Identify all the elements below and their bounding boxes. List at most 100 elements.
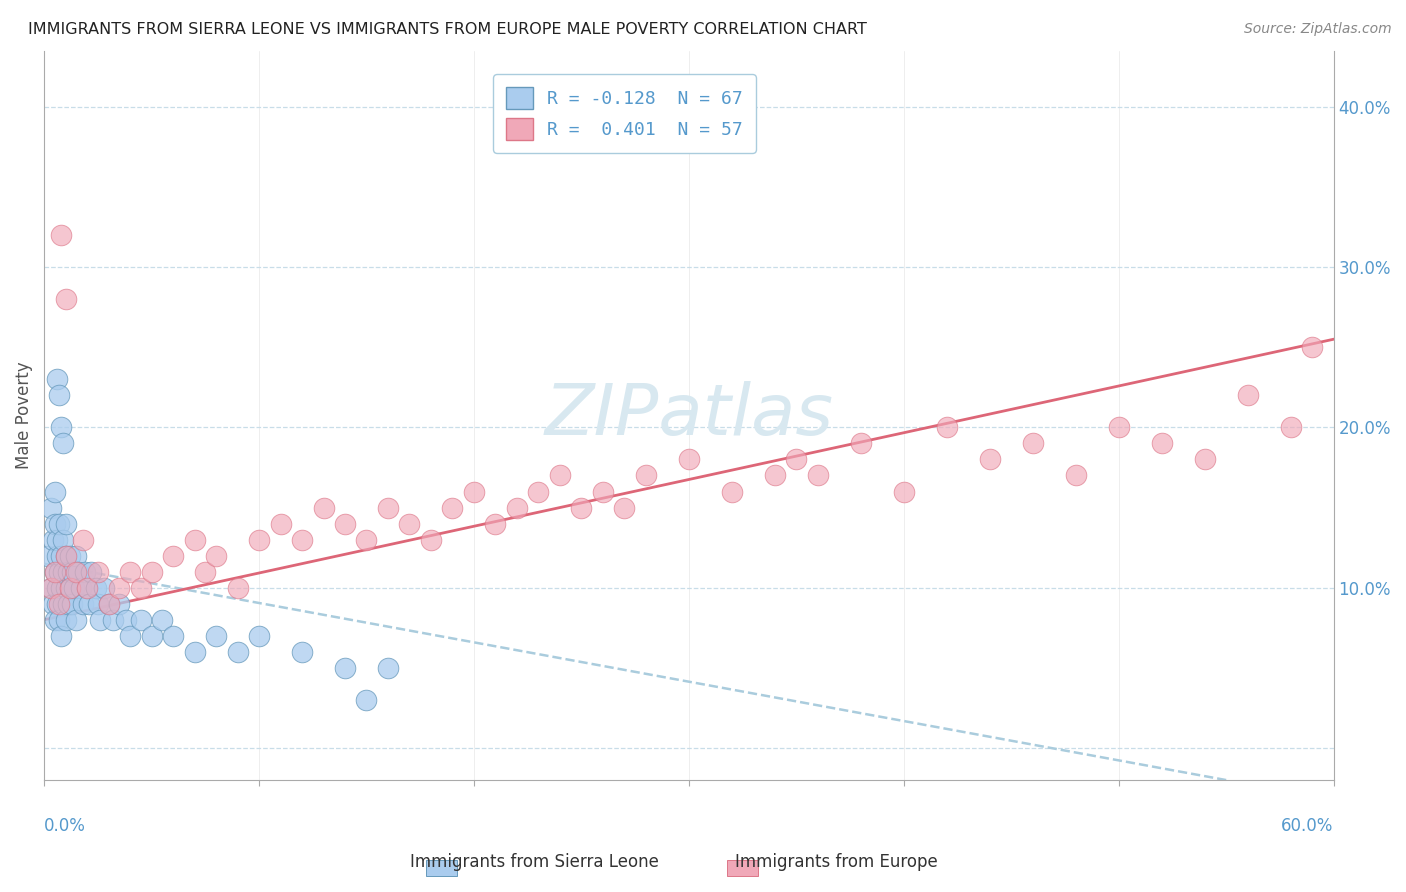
Point: [1108, 420, 1130, 434]
Point: [1022, 436, 1045, 450]
Point: [63, 581, 86, 595]
Point: [377, 500, 399, 515]
Point: [87, 565, 110, 579]
Point: [979, 452, 1001, 467]
Point: [55, 613, 77, 627]
Point: [205, 629, 228, 643]
Point: [108, 581, 131, 595]
Point: [84, 581, 107, 595]
Point: [44, 565, 66, 579]
Point: [548, 468, 571, 483]
Point: [65, 565, 87, 579]
Point: [333, 661, 356, 675]
Text: IMMIGRANTS FROM SIERRA LEONE VS IMMIGRANTS FROM EUROPE MALE POVERTY CORRELATION : IMMIGRANTS FROM SIERRA LEONE VS IMMIGRAN…: [28, 22, 868, 37]
Point: [356, 693, 378, 707]
Point: [162, 549, 184, 563]
Point: [226, 581, 249, 595]
Point: [65, 549, 87, 563]
Point: [67, 565, 90, 579]
Point: [39, 581, 62, 595]
Point: [484, 516, 506, 531]
Point: [46, 581, 69, 595]
Point: [46, 372, 69, 386]
Point: [312, 500, 335, 515]
Point: [183, 645, 205, 659]
Point: [55, 292, 77, 306]
Point: [51, 227, 73, 242]
Point: [162, 629, 184, 643]
Y-axis label: Male Poverty: Male Poverty: [15, 361, 32, 469]
Point: [72, 533, 94, 547]
Point: [935, 420, 957, 434]
Point: [150, 613, 173, 627]
Point: [55, 516, 77, 531]
Point: [226, 645, 249, 659]
Point: [807, 468, 830, 483]
Point: [97, 597, 120, 611]
Point: [80, 565, 103, 579]
Point: [785, 452, 807, 467]
Point: [56, 565, 79, 579]
Point: [194, 565, 217, 579]
Point: [48, 516, 70, 531]
Point: [1150, 436, 1173, 450]
Point: [59, 581, 82, 595]
Point: [270, 516, 292, 531]
Point: [356, 533, 378, 547]
Point: [60, 565, 83, 579]
Point: [1279, 420, 1302, 434]
Point: [77, 597, 100, 611]
Point: [51, 581, 73, 595]
Point: [247, 629, 270, 643]
Text: 0.0%: 0.0%: [44, 816, 86, 835]
Point: [59, 581, 82, 595]
Point: [69, 581, 91, 595]
Point: [46, 597, 69, 611]
Point: [89, 613, 111, 627]
Point: [1301, 340, 1323, 354]
Point: [205, 549, 228, 563]
Point: [48, 597, 70, 611]
Point: [51, 549, 73, 563]
Point: [76, 581, 98, 595]
Point: [506, 500, 529, 515]
Point: [1064, 468, 1087, 483]
Point: [52, 565, 75, 579]
Point: [1236, 388, 1258, 402]
Point: [463, 484, 485, 499]
Point: [44, 565, 66, 579]
Point: [55, 549, 77, 563]
Point: [48, 613, 70, 627]
Point: [52, 436, 75, 450]
Point: [51, 629, 73, 643]
Point: [65, 613, 87, 627]
Point: [48, 388, 70, 402]
Point: [634, 468, 657, 483]
Point: [120, 565, 142, 579]
Legend: R = -0.128  N = 67, R =  0.401  N = 57: R = -0.128 N = 67, R = 0.401 N = 57: [494, 74, 755, 153]
Point: [44, 613, 66, 627]
Point: [41, 597, 63, 611]
Point: [76, 581, 98, 595]
Text: Source: ZipAtlas.com: Source: ZipAtlas.com: [1244, 22, 1392, 37]
Point: [55, 581, 77, 595]
Point: [398, 516, 420, 531]
Point: [56, 597, 79, 611]
Point: [41, 533, 63, 547]
Point: [93, 581, 115, 595]
Point: [108, 597, 131, 611]
Point: [183, 533, 205, 547]
Point: [291, 645, 314, 659]
Point: [141, 565, 163, 579]
Point: [849, 436, 872, 450]
Point: [247, 533, 270, 547]
Point: [60, 597, 83, 611]
Text: 60.0%: 60.0%: [1281, 816, 1334, 835]
Point: [141, 629, 163, 643]
Point: [73, 565, 96, 579]
Point: [592, 484, 614, 499]
Point: [333, 516, 356, 531]
Point: [678, 452, 700, 467]
Point: [1194, 452, 1216, 467]
Point: [527, 484, 550, 499]
